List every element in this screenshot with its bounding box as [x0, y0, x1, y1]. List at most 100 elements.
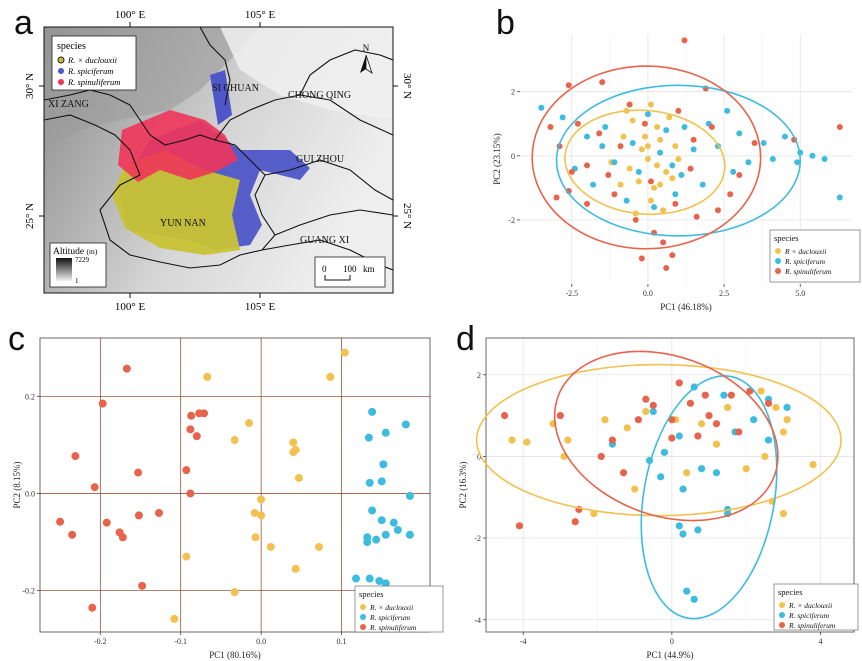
series-hybrid-b [608, 101, 682, 217]
data-point-spinuliferum [182, 466, 191, 475]
confidence-ellipse-spiciferum [640, 375, 778, 620]
data-point-spinuliferum [568, 168, 575, 175]
lat-label-right-30: 30° N [401, 73, 413, 99]
scale-start: 0 [322, 264, 327, 274]
data-point-spiciferum [368, 407, 377, 416]
plot-frame-c [39, 337, 431, 633]
data-point-spinuliferum [596, 130, 603, 137]
data-point-spiciferum [401, 420, 410, 429]
data-point-spinuliferum [617, 143, 624, 150]
data-point-hybrid [257, 511, 266, 520]
data-point-hybrid [617, 181, 624, 188]
data-point-spinuliferum [608, 436, 616, 444]
data-point-hybrid [697, 420, 706, 428]
series-spiciferum-c [352, 407, 414, 588]
data-point-hybrid [230, 436, 239, 445]
data-point-spinuliferum [138, 581, 147, 590]
x-tick-label: -0.1 [174, 637, 187, 646]
data-point-hybrid [170, 614, 179, 623]
series-spinuliferum-d [500, 379, 773, 530]
data-point-spiciferum [352, 574, 361, 583]
data-point-spiciferum [602, 123, 609, 130]
data-point-spiciferum [724, 107, 731, 114]
data-point-spinuliferum [712, 420, 721, 428]
y-tick-label: 0.0 [25, 490, 35, 499]
data-point-hybrid [657, 136, 664, 143]
data-point-spinuliferum [668, 434, 676, 442]
lon-label-top-100: 100° E [115, 9, 146, 21]
data-point-spinuliferum [687, 165, 694, 172]
legend-box [769, 229, 861, 283]
data-point-spiciferum [660, 448, 669, 456]
data-point-hybrid [779, 509, 787, 518]
map-legend-swatch-spiciferum [58, 68, 64, 74]
y-axis-label-b: PC2 (23.15%) [492, 133, 502, 185]
x-tick-label: 2.5 [719, 289, 729, 298]
data-point-spinuliferum [599, 79, 606, 86]
data-point-spiciferum [651, 204, 658, 211]
series-spinuliferum-c [56, 364, 209, 612]
legend-swatch-hybrid [779, 602, 785, 608]
data-point-spinuliferum [694, 432, 702, 440]
panel-letter-d: d [456, 320, 475, 358]
data-point-hybrid [672, 143, 679, 150]
data-point-spiciferum [690, 146, 697, 153]
province-borders [44, 27, 393, 271]
data-point-spiciferum [697, 465, 706, 473]
data-point-hybrid [326, 372, 335, 381]
legend-swatch-spiciferum [779, 612, 785, 618]
pca-plot-c: -0.2 -0.1 0.0 0.1 0.2 0.0 -0.2 PC1 (80.16%) PC2 … [12, 337, 444, 660]
data-point-spiciferum [377, 516, 386, 525]
data-point-spinuliferum [681, 37, 688, 44]
data-point-hybrid [666, 114, 673, 121]
sichuan-basin [220, 27, 393, 120]
x-axis-label-c: PC1 (80.16%) [209, 650, 261, 660]
y-tick-label: 2 [477, 371, 481, 380]
data-point-spiciferum [836, 194, 843, 201]
data-point-spiciferum [690, 595, 698, 603]
altitude-title: Altitude (m) [53, 247, 98, 257]
data-point-spiciferum [590, 181, 597, 188]
data-point-spinuliferum [565, 82, 572, 89]
data-point-hybrid [712, 440, 721, 448]
range-spiciferum-north [210, 70, 232, 125]
data-point-hybrid [663, 168, 670, 175]
data-point-hybrid [601, 416, 609, 424]
data-point-spiciferum [372, 535, 381, 544]
data-point-spinuliferum [649, 401, 657, 409]
data-point-hybrid [266, 542, 275, 551]
data-point-spinuliferum [675, 107, 682, 114]
data-point-hybrid [626, 165, 633, 172]
y-tick-label: 2 [511, 88, 515, 97]
data-point-spinuliferum [836, 123, 843, 130]
data-point-spinuliferum [186, 489, 195, 498]
data-point-hybrid [230, 588, 239, 597]
data-point-hybrid [644, 143, 651, 150]
plot-area-c [40, 338, 430, 632]
data-point-spiciferum [679, 485, 687, 493]
data-point-spiciferum [730, 168, 737, 175]
scale-end: 100 [343, 264, 357, 274]
data-point-spiciferum [559, 114, 566, 121]
data-point-spinuliferum [134, 468, 143, 477]
legend-label-hybrid: R. × duclouxii [369, 603, 413, 612]
data-point-spinuliferum [102, 518, 111, 527]
data-point-spiciferum [750, 416, 758, 424]
range-spinuliferum [118, 110, 238, 182]
data-point-spiciferum [405, 491, 414, 500]
map-legend-label-hybrid: R. × duclouxii [67, 55, 118, 65]
y-tick-label: 0 [477, 452, 481, 461]
panel-letter-c: c [8, 320, 25, 358]
data-point-hybrid [250, 508, 259, 517]
data-point-spinuliferum [690, 136, 697, 143]
lat-label-right-25: 25° N [401, 203, 413, 229]
legend-swatch-spinuliferum [360, 624, 366, 630]
data-point-hybrid [642, 407, 650, 416]
data-point-spiciferum [679, 530, 687, 538]
data-point-spinuliferum [605, 172, 612, 179]
lat-label-left-25: 25° N [24, 203, 36, 229]
data-point-hybrid [647, 101, 654, 108]
y-axis-label-c: PC2 (8.15%) [12, 461, 22, 508]
series-spiciferum-b [538, 104, 843, 211]
